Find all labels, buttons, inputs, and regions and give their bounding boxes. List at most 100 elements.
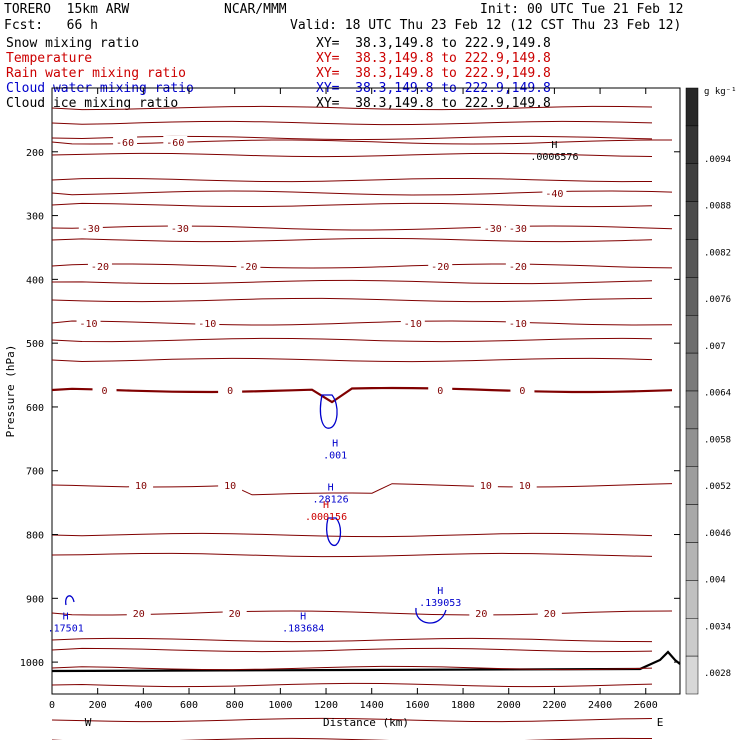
isotherm-line	[51, 279, 653, 285]
x-tick-label: 1200	[314, 700, 338, 711]
contour-label: 0	[227, 386, 233, 397]
contour-label: -30	[82, 224, 100, 235]
x-tick-label: 1800	[451, 700, 475, 711]
temperature-contours: -60 -60 -40 -30 -30 -30 -30 -20 -20 -20 -20 -10 -10 -…	[51, 105, 673, 740]
contour-label: -10	[80, 319, 98, 330]
maximum-value: .17501	[48, 623, 84, 634]
valid-time: Valid: 18 UTC Thu 23 Feb 12 (12 CST Thu …	[290, 18, 682, 33]
colorbar-cell	[685, 655, 699, 695]
isotherm-10	[51, 483, 673, 496]
contour-label-bg	[505, 222, 530, 234]
contour-label: -20	[91, 262, 109, 273]
forecast-hour: Fcst: 66 h	[4, 18, 98, 33]
contour-label: -10	[509, 319, 527, 330]
isotherm-line	[51, 637, 653, 643]
colorbar-tick-label: .0052	[704, 482, 731, 492]
maximum-h-marker: H	[300, 611, 306, 622]
isotherm--20	[51, 263, 673, 269]
contour-label: 10	[480, 481, 492, 492]
x-tick-label: 1400	[360, 700, 384, 711]
colorbar-cell	[685, 163, 699, 202]
isotherm-line	[51, 297, 653, 303]
colorbar-tick-label: .0058	[704, 435, 731, 445]
field-name-snow: Snow mixing ratio	[6, 36, 140, 51]
contour-label: 0	[102, 386, 108, 397]
isotherm-line	[51, 135, 653, 141]
colorbar-tick-label: .004	[704, 576, 726, 586]
contour-label-bg	[222, 607, 247, 619]
maximum-value: .000156	[305, 512, 347, 523]
colorbar-tick-label: .0034	[704, 622, 731, 632]
maximum-h-marker: H	[328, 483, 334, 494]
contour-label-bg	[400, 317, 425, 329]
contour-label: -60	[116, 138, 134, 149]
contour-label: -30	[509, 224, 527, 235]
contour-label-bg	[113, 136, 138, 148]
contour-label: 10	[135, 481, 147, 492]
isotherm-line	[51, 357, 653, 363]
org-label: NCAR/MMM	[224, 2, 287, 17]
colorbar-cell	[685, 87, 699, 127]
y-tick-label: 600	[26, 403, 44, 414]
maximum-value: .183684	[282, 623, 324, 634]
contour-label-bg	[92, 384, 117, 396]
contour-label: -20	[509, 262, 527, 273]
colorbar-cell	[685, 315, 699, 354]
y-tick-label: 200	[26, 148, 44, 159]
isotherm-line	[51, 105, 653, 111]
field-xy-rain: XY= 38.3,149.8 to 222.9,149.8	[316, 66, 551, 81]
isotherm-0	[51, 386, 673, 404]
y-tick-label: 1000	[20, 658, 44, 669]
contour-label: -40	[545, 189, 563, 200]
cloud-water-contour	[65, 595, 75, 606]
colorbar-tick-label: .007	[704, 342, 726, 352]
contour-label-bg	[218, 384, 243, 396]
plot-frame	[51, 87, 681, 695]
maximum-h-marker: H	[323, 500, 329, 511]
isotherm-line	[51, 177, 653, 183]
isotherm-line	[51, 665, 653, 671]
x-axis-label: Distance (km)	[323, 716, 409, 729]
contour-label: 20	[133, 609, 145, 620]
colorbar-cell	[685, 125, 699, 164]
x-left-end-label: W	[85, 716, 92, 729]
init-time: Init: 00 UTC Tue 21 Feb 12	[480, 2, 684, 17]
contour-label-bg	[505, 260, 530, 272]
contour-label: -10	[404, 319, 422, 330]
maxima-labels: H.0006576H.001H.28126H.000156H.17501H.18…	[48, 140, 579, 634]
contour-label-bg	[542, 187, 567, 199]
axes: 0 200 400 600 800 1000 1200 1400 1600 1800 2000 220…	[4, 88, 680, 729]
isotherm--10	[51, 320, 673, 326]
colorbar-cell	[685, 352, 699, 392]
contour-label-bg	[195, 317, 220, 329]
contour-label-bg	[510, 384, 535, 396]
model-title: TORERO 15km ARW	[4, 2, 130, 17]
isotherm-line	[51, 337, 653, 343]
maximum-h-marker: H	[437, 586, 443, 597]
contour-label-bg	[167, 222, 192, 234]
isotherm--60	[51, 139, 672, 145]
contour-label-bg	[163, 136, 188, 148]
colorbar-cell	[685, 277, 699, 316]
contour-label-bg	[480, 222, 505, 234]
colorbar-tick-label: .0076	[704, 295, 731, 305]
field-name-rain: Rain water mixing ratio	[6, 66, 187, 81]
contour-label-bg	[87, 260, 112, 272]
contour-label: 20	[544, 609, 556, 620]
isotherm-line	[51, 717, 653, 723]
cloud-water-contour	[319, 394, 338, 429]
field-name-cloud-ice: Cloud ice mixing ratio	[6, 96, 179, 111]
maximum-value: .0006576	[530, 152, 578, 163]
x-tick-label: 2400	[588, 700, 612, 711]
x-tick-label: 0	[49, 700, 55, 711]
colorbar-cell	[685, 428, 699, 467]
contour-label: -30	[484, 224, 502, 235]
contour-label: 0	[437, 386, 443, 397]
x-tick-label: 200	[89, 700, 107, 711]
isotherm-line	[51, 202, 653, 208]
colorbar-cell	[685, 390, 699, 430]
y-tick-label: 300	[26, 212, 44, 223]
y-tick-label: 500	[26, 339, 44, 350]
x-tick-label: 2200	[542, 700, 566, 711]
contour-label-bg	[505, 317, 530, 329]
